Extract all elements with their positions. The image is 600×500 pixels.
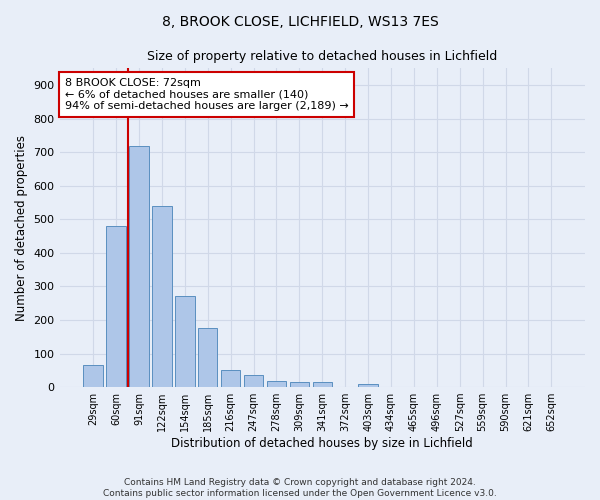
Title: Size of property relative to detached houses in Lichfield: Size of property relative to detached ho…	[147, 50, 497, 63]
X-axis label: Distribution of detached houses by size in Lichfield: Distribution of detached houses by size …	[172, 437, 473, 450]
Text: Contains HM Land Registry data © Crown copyright and database right 2024.
Contai: Contains HM Land Registry data © Crown c…	[103, 478, 497, 498]
Bar	[290, 382, 309, 387]
Text: 8 BROOK CLOSE: 72sqm
← 6% of detached houses are smaller (140)
94% of semi-detac: 8 BROOK CLOSE: 72sqm ← 6% of detached ho…	[65, 78, 349, 111]
Bar	[221, 370, 241, 387]
Bar	[152, 206, 172, 387]
Bar	[83, 366, 103, 387]
Bar	[358, 384, 378, 387]
Text: 8, BROOK CLOSE, LICHFIELD, WS13 7ES: 8, BROOK CLOSE, LICHFIELD, WS13 7ES	[161, 15, 439, 29]
Y-axis label: Number of detached properties: Number of detached properties	[15, 134, 28, 320]
Bar	[198, 328, 217, 387]
Bar	[175, 296, 194, 387]
Bar	[313, 382, 332, 387]
Bar	[106, 226, 126, 387]
Bar	[267, 382, 286, 387]
Bar	[244, 376, 263, 387]
Bar	[129, 146, 149, 387]
